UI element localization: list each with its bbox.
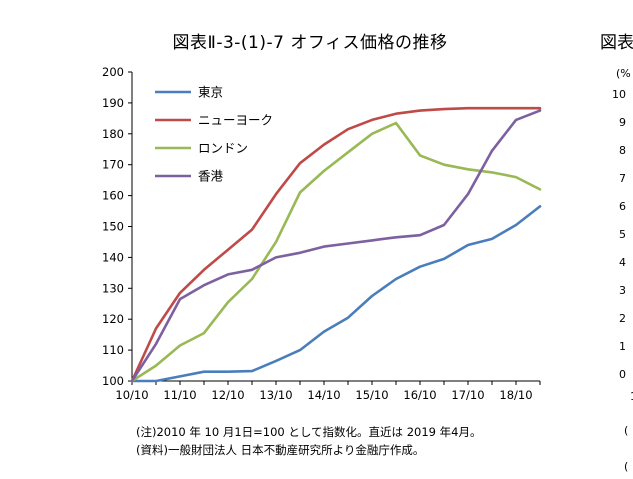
y-tick-label: 140 <box>102 250 124 264</box>
right-panel-y-tick-label: 0 <box>619 368 626 381</box>
y-tick-label: 200 <box>102 65 124 79</box>
right-panel-title: 図表 <box>600 33 633 53</box>
y-tick-label: 170 <box>102 158 124 172</box>
y-tick-label: 190 <box>102 96 124 110</box>
right-panel-y-tick-label: 7 <box>619 172 626 185</box>
right-panel-y-tick-label: 8 <box>619 144 626 157</box>
right-panel-y-tick-label: 5 <box>619 228 626 241</box>
x-tick-label: 18/10 <box>499 388 532 402</box>
y-tick-label: 100 <box>102 374 124 388</box>
legend-label-2: ニューヨーク <box>198 113 273 128</box>
series-line-1 <box>130 205 542 383</box>
right-panel-unit: (% <box>616 67 631 80</box>
chart-title: 図表Ⅱ-3-(1)-7 オフィス価格の推移 <box>172 33 448 53</box>
x-tick-label: 17/10 <box>451 388 484 402</box>
x-tick-label: 15/10 <box>355 388 388 402</box>
right-panel-y-tick-label: 4 <box>619 256 626 269</box>
y-tick-label: 160 <box>102 189 124 203</box>
y-tick-label: 110 <box>102 343 124 357</box>
legend-label-3: ロンドン <box>198 141 248 156</box>
y-tick-label: 150 <box>102 220 124 234</box>
right-panel-y-tick-label: 10 <box>612 88 626 101</box>
right-panel-y-tick-label: 2 <box>619 312 626 325</box>
right-panel-y-tick-label: 6 <box>619 200 626 213</box>
legend-label-4: 香港 <box>198 169 224 184</box>
x-tick-label: 16/10 <box>403 388 436 402</box>
x-tick-label: 11/10 <box>163 388 196 402</box>
right-panel-note-2: ( <box>624 460 629 473</box>
right-panel-y-tick-label: 9 <box>619 116 626 129</box>
x-tick-label: 14/10 <box>307 388 340 402</box>
right-panel-x-first: 1 <box>630 390 633 403</box>
note-line-1: (注)2010 年 10 月1日=100 として指数化。直近は 2019 年4月… <box>136 425 482 439</box>
right-panel-y-tick-label: 1 <box>619 340 626 353</box>
note-line-2: (資料)一般財団法人 日本不動産研究所より金融庁作成。 <box>136 443 425 457</box>
right-panel-note-1: ( <box>624 424 629 437</box>
chart-axes: 100 110 120 130 140 150 160 170 180 190 200 10/10 11… <box>102 65 541 402</box>
y-tick-label: 120 <box>102 312 124 326</box>
series-layer <box>130 106 542 383</box>
legend-label-1: 東京 <box>198 85 223 100</box>
series-line-2 <box>130 106 542 383</box>
y-tick-label: 180 <box>102 127 124 141</box>
x-tick-label: 13/10 <box>259 388 292 402</box>
right-panel-y-tick-label: 3 <box>619 284 626 297</box>
series-line-3 <box>130 121 542 383</box>
y-tick-label: 130 <box>102 281 124 295</box>
x-tick-label: 12/10 <box>211 388 244 402</box>
series-line-4 <box>130 109 542 383</box>
x-tick-label: 10/10 <box>115 388 148 402</box>
